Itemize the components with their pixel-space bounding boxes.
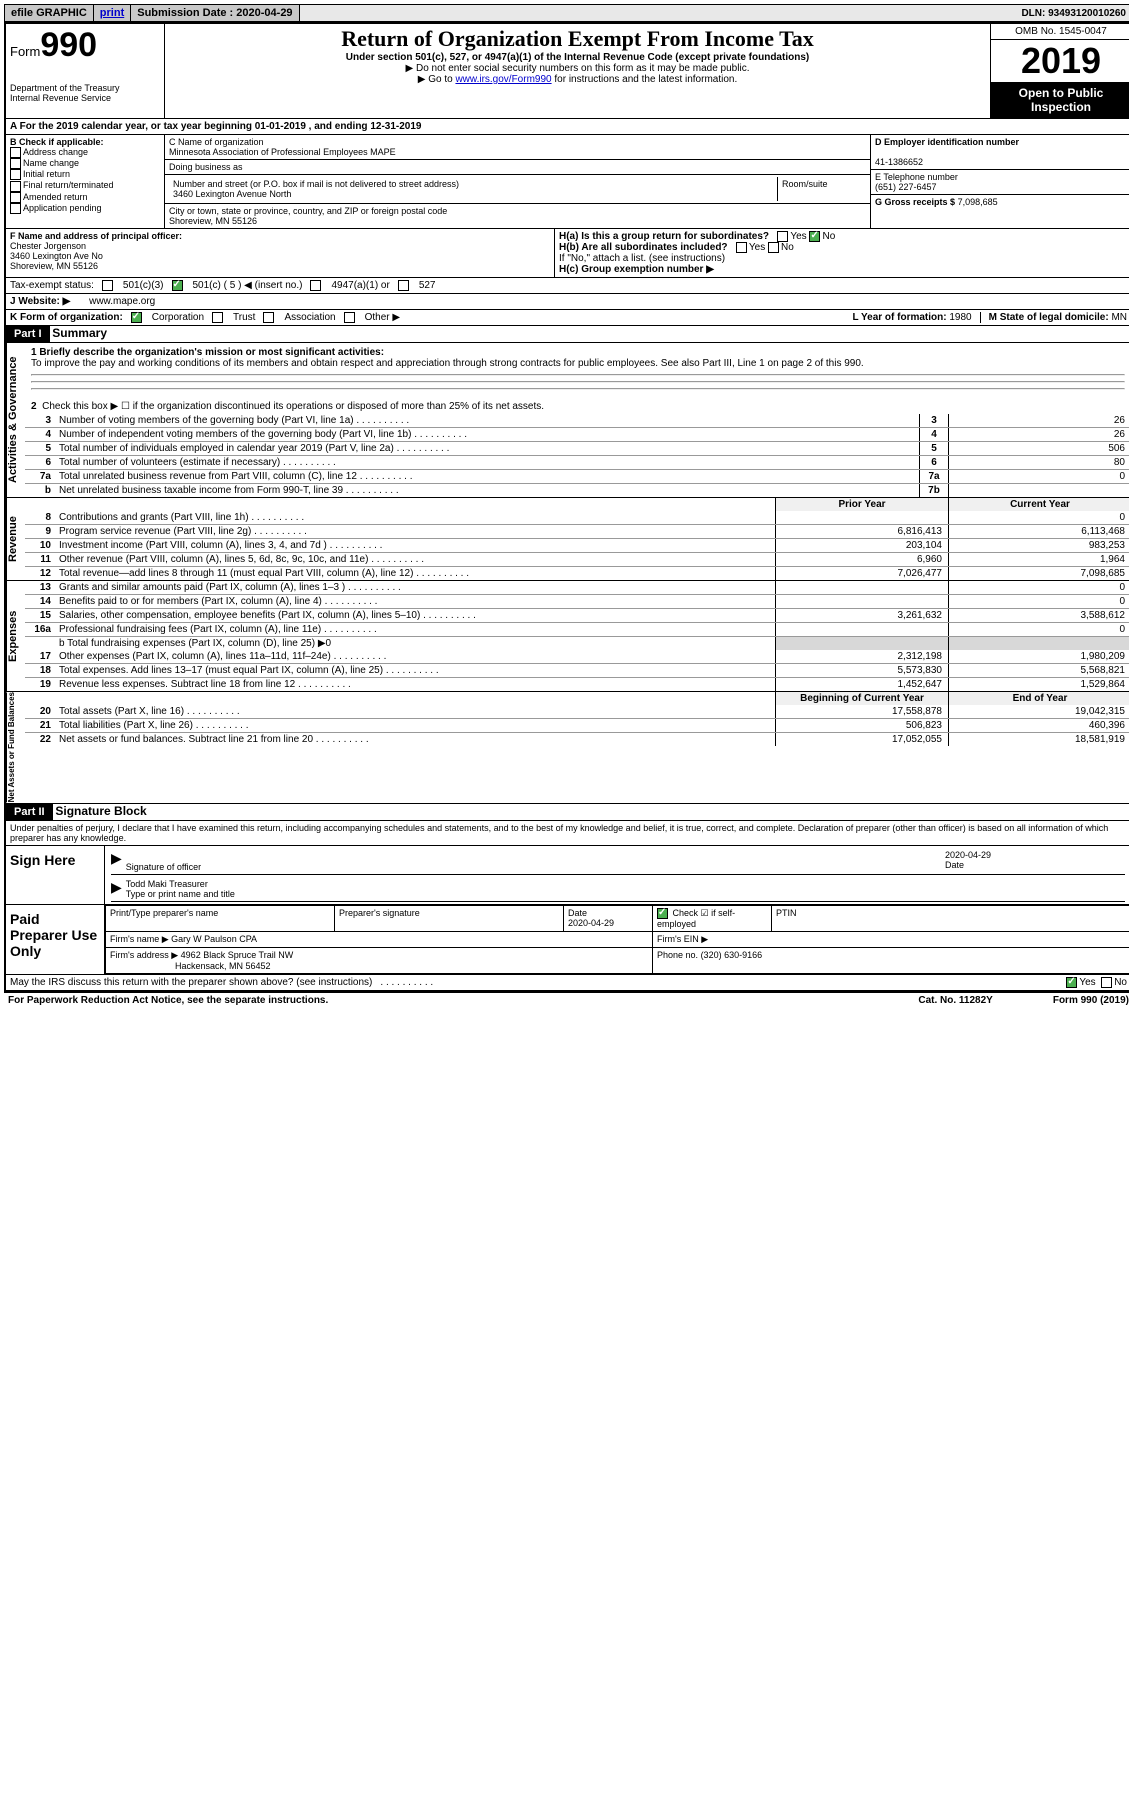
- omb-number: OMB No. 1545-0047: [991, 24, 1129, 40]
- print-link[interactable]: print: [94, 5, 131, 21]
- form-title: Return of Organization Exempt From Incom…: [169, 26, 986, 52]
- money-row: 9Program service revenue (Part VIII, lin…: [25, 524, 1129, 538]
- irs-link[interactable]: www.irs.gov/Form990: [455, 74, 551, 85]
- arrow-icon: ▶: [111, 850, 122, 872]
- submission-date: Submission Date : 2020-04-29: [131, 5, 299, 21]
- prior-year-header: Prior Year: [775, 498, 948, 511]
- expenses-label: Expenses: [6, 581, 25, 691]
- perjury-declaration: Under penalties of perjury, I declare th…: [6, 821, 1129, 846]
- cat-no: Cat. No. 11282Y: [918, 995, 992, 1006]
- begin-year-header: Beginning of Current Year: [775, 692, 948, 705]
- date-label: Date: [945, 860, 964, 870]
- summary-row: 7aTotal unrelated business revenue from …: [25, 469, 1129, 483]
- group-return: H(a) Is this a group return for subordin…: [555, 229, 1129, 277]
- current-year-header: Current Year: [948, 498, 1129, 511]
- form-subtitle: Under section 501(c), 527, or 4947(a)(1)…: [169, 52, 986, 63]
- officer-name: Todd Maki Treasurer: [126, 879, 1125, 889]
- footer: For Paperwork Reduction Act Notice, see …: [4, 993, 1129, 1008]
- dept-label: Department of the Treasury Internal Reve…: [10, 83, 160, 103]
- street-address: Number and street (or P.O. box if mail i…: [165, 175, 870, 204]
- form-note-ssn: ▶ Do not enter social security numbers o…: [169, 63, 986, 74]
- tax-year: 2019: [991, 40, 1129, 82]
- sig-date: 2020-04-29: [945, 850, 1125, 860]
- mission: 1 Briefly describe the organization's mi…: [25, 343, 1129, 399]
- paperwork-notice: For Paperwork Reduction Act Notice, see …: [8, 995, 328, 1006]
- summary-row: 4Number of independent voting members of…: [25, 427, 1129, 441]
- form-year-box: OMB No. 1545-0047 2019 Open to Public In…: [990, 24, 1129, 118]
- tax-exempt-status: Tax-exempt status: 501(c)(3) 501(c) ( 5 …: [6, 278, 1129, 294]
- money-row: 17Other expenses (Part IX, column (A), l…: [25, 650, 1129, 663]
- form-note-link: ▶ Go to www.irs.gov/Form990 for instruct…: [169, 74, 986, 85]
- summary-row: bNet unrelated business taxable income f…: [25, 483, 1129, 497]
- telephone: E Telephone number(651) 227-6457: [871, 170, 1129, 195]
- money-row: 20Total assets (Part X, line 16)17,558,8…: [25, 705, 1129, 718]
- gross-receipts: G Gross receipts $ 7,098,685: [871, 195, 1129, 209]
- arrow-icon: ▶: [111, 879, 122, 899]
- org-name: C Name of organization Minnesota Associa…: [165, 135, 870, 160]
- line-a: A For the 2019 calendar year, or tax yea…: [6, 119, 1129, 135]
- ein: D Employer identification number41-13866…: [871, 135, 1129, 170]
- principal-officer: F Name and address of principal officer:…: [6, 229, 555, 277]
- money-row: 13Grants and similar amounts paid (Part …: [25, 581, 1129, 594]
- top-toolbar: efile GRAPHIC print Submission Date : 20…: [4, 4, 1129, 22]
- dln: DLN: 93493120010260: [1015, 6, 1129, 21]
- form-title-box: Return of Organization Exempt From Incom…: [165, 24, 990, 118]
- paid-preparer-label: Paid Preparer Use Only: [6, 905, 105, 974]
- sig-officer-label: Signature of officer: [126, 862, 201, 872]
- part2-header: Part II: [6, 804, 53, 820]
- line-2: 2 Check this box ▶ ☐ if the organization…: [25, 399, 1129, 414]
- summary-row: 3Number of voting members of the governi…: [25, 414, 1129, 427]
- activities-label: Activities & Governance: [6, 343, 25, 497]
- end-year-header: End of Year: [948, 692, 1129, 705]
- money-row: 12Total revenue—add lines 8 through 11 (…: [25, 566, 1129, 580]
- line-k-l-m: K Form of organization: Corporation Trus…: [6, 310, 1129, 326]
- form-page-id: Form 990 (2019): [1053, 995, 1129, 1006]
- form-id-box: Form990 Department of the Treasury Inter…: [6, 24, 165, 118]
- open-inspection: Open to Public Inspection: [991, 82, 1129, 118]
- money-row: 22Net assets or fund balances. Subtract …: [25, 732, 1129, 746]
- money-row: 19Revenue less expenses. Subtract line 1…: [25, 677, 1129, 691]
- money-row: 15Salaries, other compensation, employee…: [25, 608, 1129, 622]
- money-row: 21Total liabilities (Part X, line 26)506…: [25, 718, 1129, 732]
- officer-name-label: Type or print name and title: [126, 889, 235, 899]
- summary-row: 5Total number of individuals employed in…: [25, 441, 1129, 455]
- preparer-table: Print/Type preparer's name Preparer's si…: [105, 905, 1129, 974]
- city-state-zip: City or town, state or province, country…: [165, 204, 870, 228]
- dba: Doing business as: [165, 160, 870, 175]
- efile-label: efile GRAPHIC: [5, 5, 94, 21]
- money-row: 10Investment income (Part VIII, column (…: [25, 538, 1129, 552]
- box-b: B Check if applicable: Address change Na…: [6, 135, 165, 228]
- discuss-line: May the IRS discuss this return with the…: [6, 975, 1129, 991]
- money-row: 18Total expenses. Add lines 13–17 (must …: [25, 663, 1129, 677]
- money-row: 14Benefits paid to or for members (Part …: [25, 594, 1129, 608]
- form-body: Form990 Department of the Treasury Inter…: [4, 22, 1129, 993]
- money-row: 16aProfessional fundraising fees (Part I…: [25, 622, 1129, 636]
- money-row: 8Contributions and grants (Part VIII, li…: [25, 511, 1129, 524]
- net-assets-label: Net Assets or Fund Balances: [6, 692, 25, 802]
- revenue-label: Revenue: [6, 498, 25, 580]
- website-line: J Website: ▶ www.mape.org: [6, 294, 1129, 310]
- sign-here-label: Sign Here: [6, 846, 105, 904]
- summary-row: 6Total number of volunteers (estimate if…: [25, 455, 1129, 469]
- part1-header: Part I: [6, 326, 50, 342]
- money-row: 11Other revenue (Part VIII, column (A), …: [25, 552, 1129, 566]
- line-16b: b Total fundraising expenses (Part IX, c…: [55, 637, 775, 650]
